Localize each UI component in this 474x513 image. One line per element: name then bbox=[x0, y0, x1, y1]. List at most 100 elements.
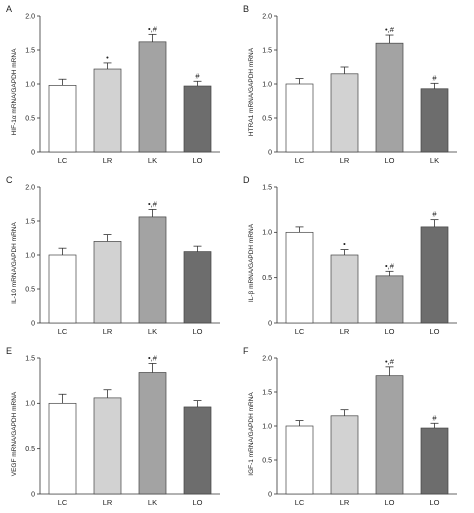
panel-letter: D bbox=[243, 175, 250, 185]
y-axis-label: HIF-1α mRNA/GAPDH mRNA bbox=[11, 48, 18, 135]
bar-lr bbox=[330, 73, 359, 153]
y-tick-label: 1.5 bbox=[262, 47, 272, 54]
chart-c-svg: C IL-10 mRNA/GAPDH mRNA 0 0.5 1.0 1.5 2.0 LC L… bbox=[6, 175, 220, 336]
y-tick-label: 1.0 bbox=[25, 401, 35, 408]
y-tick-label: 0.5 bbox=[262, 457, 272, 464]
y-tick-label: 1.0 bbox=[25, 252, 35, 259]
bar-lc bbox=[285, 231, 314, 324]
bar-lk bbox=[420, 88, 449, 153]
bar-lr bbox=[330, 254, 359, 324]
y-tick-label: 1.5 bbox=[25, 218, 35, 225]
x-tick-label: LO bbox=[384, 498, 394, 507]
significance-mark: # bbox=[432, 413, 437, 422]
x-tick-label: LC bbox=[295, 156, 305, 165]
x-tick-label: LC bbox=[58, 327, 68, 336]
bar-lc bbox=[285, 83, 314, 153]
x-tick-label: LK bbox=[148, 156, 157, 165]
x-tick-label: LO bbox=[384, 156, 394, 165]
y-tick-label: 1.5 bbox=[25, 47, 35, 54]
bar-lc bbox=[48, 402, 77, 495]
chart-f-svg: F IGF-1 mRNA/GAPDH mRNA 0 0.5 1.0 1.5 2.0 LC L… bbox=[243, 346, 457, 507]
x-tick-label: LO bbox=[192, 498, 202, 507]
y-tick-label: 0.5 bbox=[262, 275, 272, 282]
x-tick-label: LC bbox=[295, 327, 305, 336]
y-tick-label: 0 bbox=[268, 320, 272, 327]
x-tick-label: LR bbox=[340, 327, 350, 336]
y-tick-label: 0.5 bbox=[262, 115, 272, 122]
bar-lk bbox=[138, 216, 167, 324]
x-tick-label: LC bbox=[58, 156, 68, 165]
plot-area: 0 0.5 1.0 1.5 2.0 LC LR •,# LO # LO bbox=[262, 355, 457, 507]
bar-lo bbox=[183, 85, 212, 153]
plot-area: 0 0.5 1.0 1.5 LC LR •,# LK LO bbox=[25, 353, 220, 507]
x-tick-label: LO bbox=[192, 327, 202, 336]
bar-lc bbox=[285, 425, 314, 495]
y-tick-label: 0 bbox=[268, 149, 272, 156]
bar-lo bbox=[375, 375, 404, 495]
significance-mark: # bbox=[195, 71, 200, 80]
y-axis-label: IGF-1 mRNA/GAPDH mRNA bbox=[248, 392, 255, 476]
x-tick-label: LC bbox=[58, 498, 68, 507]
x-tick-label: LR bbox=[340, 498, 350, 507]
bar-lc bbox=[48, 85, 77, 153]
plot-area: 0 0.5 1.0 1.5 2.0 LC LR •,# LO # LK bbox=[262, 13, 457, 165]
y-tick-label: 1.0 bbox=[262, 230, 272, 237]
chart-a-svg: A HIF-1α mRNA/GAPDH mRNA 0 0.5 1.0 1.5 2.0 LC… bbox=[6, 4, 220, 165]
panel-letter: C bbox=[6, 175, 13, 185]
x-tick-label: LR bbox=[103, 156, 113, 165]
bar-lc bbox=[48, 254, 77, 324]
x-tick-label: LO bbox=[384, 327, 394, 336]
plot-area: 0 0.5 1.0 1.5 LC • LR •,# LO # LO bbox=[262, 184, 457, 336]
y-tick-label: 1.0 bbox=[262, 81, 272, 88]
bar-lk bbox=[138, 372, 167, 495]
bar-lk bbox=[138, 41, 167, 153]
panel-b: B HTRA1 mRNA/GAPDH mRNA 0 0.5 1.0 1.5 2.0 LC L… bbox=[237, 0, 474, 171]
bar-lr bbox=[93, 241, 122, 324]
significance-mark: •,# bbox=[385, 357, 395, 366]
bar-lr bbox=[330, 415, 359, 495]
x-tick-label: LO bbox=[192, 156, 202, 165]
panel-letter: F bbox=[243, 346, 249, 356]
significance-mark: •,# bbox=[148, 353, 158, 362]
plot-area: 0 0.5 1.0 1.5 2.0 LC • LR •,# LK # LO bbox=[25, 13, 220, 165]
y-tick-label: 0.5 bbox=[25, 446, 35, 453]
significance-mark: • bbox=[343, 240, 346, 249]
plot-area: 0 0.5 1.0 1.5 2.0 LC LR •,# LK LO bbox=[25, 184, 220, 336]
significance-mark: # bbox=[432, 210, 437, 219]
x-tick-label: LO bbox=[429, 498, 439, 507]
panel-letter: E bbox=[6, 346, 12, 356]
chart-d-svg: D IL-β mRNA/GAPDH mRNA 0 0.5 1.0 1.5 LC • LR •,… bbox=[243, 175, 457, 336]
y-tick-label: 2.0 bbox=[262, 355, 272, 362]
y-tick-label: 0 bbox=[31, 149, 35, 156]
y-axis-label: HTRA1 mRNA/GAPDH mRNA bbox=[248, 47, 255, 136]
panel-c: C IL-10 mRNA/GAPDH mRNA 0 0.5 1.0 1.5 2.0 LC L… bbox=[0, 171, 237, 342]
x-tick-label: LK bbox=[148, 327, 157, 336]
y-axis-label: IL-10 mRNA/GAPDH mRNA bbox=[11, 222, 18, 304]
panel-letter: B bbox=[243, 4, 249, 14]
bar-lo bbox=[375, 275, 404, 324]
bar-lo bbox=[183, 251, 212, 324]
y-tick-label: 2.0 bbox=[262, 13, 272, 20]
significance-mark: •,# bbox=[385, 261, 395, 270]
y-tick-label: 0 bbox=[31, 491, 35, 498]
bar-lo bbox=[420, 427, 449, 495]
y-axis-label: VEGF mRNA/GAPDH mRNA bbox=[11, 391, 18, 476]
y-tick-label: 0 bbox=[31, 320, 35, 327]
panel-e: E VEGF mRNA/GAPDH mRNA 0 0.5 1.0 1.5 LC LR •,#… bbox=[0, 342, 237, 513]
panel-letter: A bbox=[6, 4, 12, 14]
x-tick-label: LK bbox=[148, 498, 157, 507]
chart-e-svg: E VEGF mRNA/GAPDH mRNA 0 0.5 1.0 1.5 LC LR •,#… bbox=[6, 346, 220, 507]
significance-mark: # bbox=[432, 73, 437, 82]
y-tick-label: 0.5 bbox=[25, 286, 35, 293]
x-tick-label: LR bbox=[340, 156, 350, 165]
y-tick-label: 2.0 bbox=[25, 13, 35, 20]
y-tick-label: 1.0 bbox=[25, 81, 35, 88]
significance-mark: •,# bbox=[385, 25, 395, 34]
x-tick-label: LC bbox=[295, 498, 305, 507]
significance-mark: • bbox=[106, 53, 109, 62]
y-axis-label: IL-β mRNA/GAPDH mRNA bbox=[248, 223, 255, 302]
bar-lo bbox=[183, 406, 212, 495]
panel-a: A HIF-1α mRNA/GAPDH mRNA 0 0.5 1.0 1.5 2.0 LC… bbox=[0, 0, 237, 171]
y-tick-label: 1.5 bbox=[262, 184, 272, 191]
